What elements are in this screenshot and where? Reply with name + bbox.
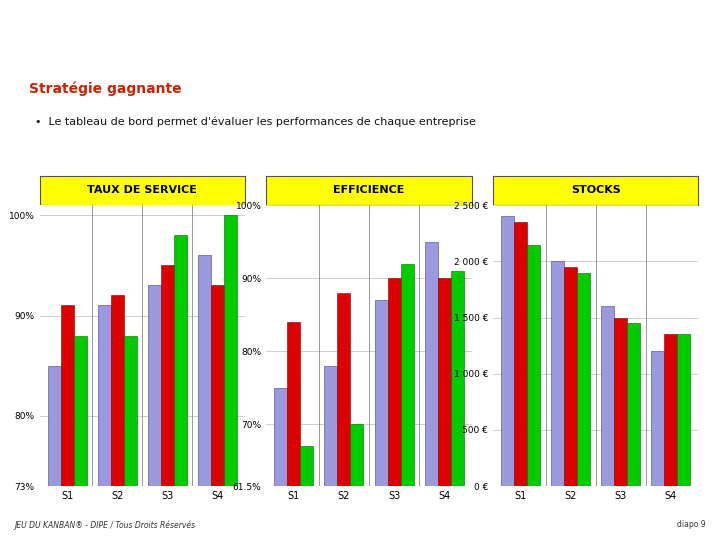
- Bar: [652, 351, 665, 486]
- Bar: [514, 222, 527, 486]
- Bar: [274, 388, 287, 540]
- Bar: [577, 273, 590, 486]
- Bar: [287, 322, 300, 540]
- Bar: [98, 306, 111, 540]
- Text: EFFICIENCE: EFFICIENCE: [333, 185, 405, 195]
- Text: 4. Scénario - 4/4: 4. Scénario - 4/4: [258, 40, 462, 60]
- Bar: [161, 265, 174, 540]
- Bar: [552, 261, 564, 486]
- Bar: [614, 318, 627, 486]
- Bar: [198, 255, 211, 540]
- Bar: [627, 323, 640, 486]
- Bar: [564, 267, 577, 486]
- Bar: [325, 366, 338, 540]
- Bar: [425, 242, 438, 540]
- Text: diapo 9: diapo 9: [677, 521, 706, 529]
- Text: TAUX DE SERVICE: TAUX DE SERVICE: [87, 185, 197, 195]
- Bar: [374, 300, 387, 540]
- Bar: [211, 286, 224, 540]
- Bar: [351, 424, 364, 540]
- Bar: [451, 271, 464, 540]
- Bar: [338, 293, 351, 540]
- Text: STOCKS: STOCKS: [571, 185, 621, 195]
- Bar: [501, 217, 514, 486]
- Bar: [387, 278, 400, 540]
- Bar: [73, 335, 86, 540]
- Bar: [527, 245, 540, 486]
- Text: Stratégie gagnante: Stratégie gagnante: [29, 81, 181, 96]
- Bar: [601, 306, 614, 486]
- Text: •  Le tableau de bord permet d'évaluer les performances de chaque entreprise: • Le tableau de bord permet d'évaluer le…: [35, 117, 477, 127]
- Bar: [665, 334, 678, 486]
- Bar: [300, 446, 313, 540]
- Bar: [438, 278, 451, 540]
- Bar: [124, 335, 137, 540]
- Bar: [174, 235, 186, 540]
- Bar: [111, 295, 124, 540]
- Bar: [224, 215, 237, 540]
- Text: JEU DU KANBAN® - DIPE / Tous Droits Réservés: JEU DU KANBAN® - DIPE / Tous Droits Rése…: [14, 520, 196, 530]
- Bar: [60, 306, 73, 540]
- Bar: [678, 334, 690, 486]
- Bar: [48, 366, 60, 540]
- Bar: [400, 264, 413, 540]
- Bar: [148, 286, 161, 540]
